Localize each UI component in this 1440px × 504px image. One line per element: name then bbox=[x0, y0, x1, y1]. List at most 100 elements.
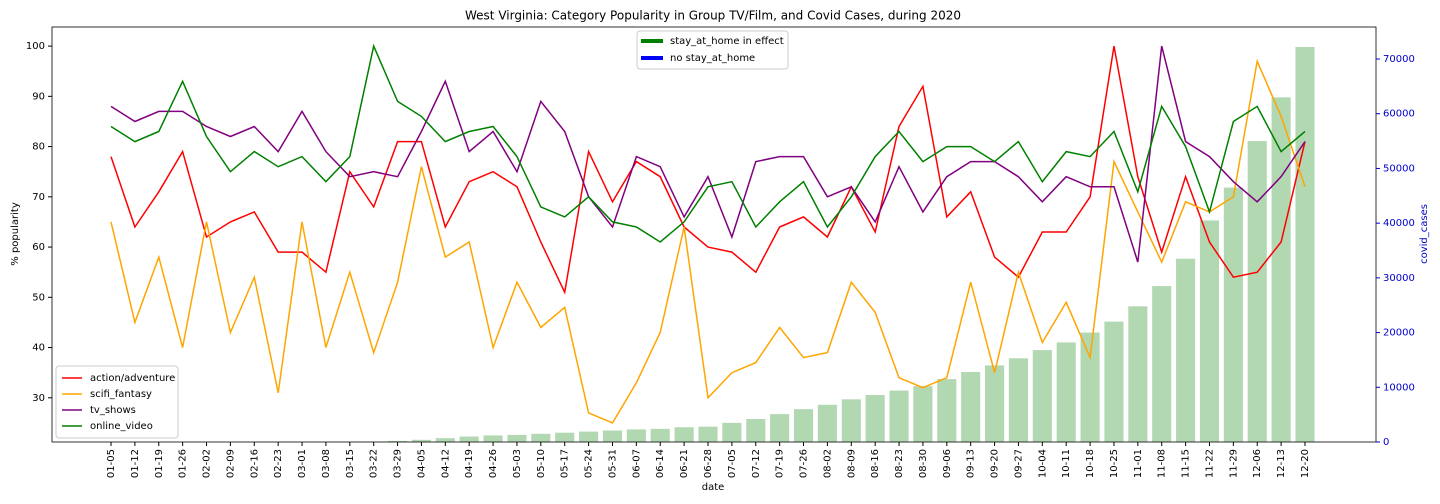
x-axis-label: date bbox=[702, 482, 725, 493]
x-tick-label: 09-20 bbox=[990, 449, 1001, 478]
x-tick-label: 07-26 bbox=[799, 449, 810, 478]
bar bbox=[1056, 342, 1076, 442]
bar bbox=[507, 434, 527, 442]
bar bbox=[1008, 358, 1028, 442]
x-tick-label: 05-24 bbox=[584, 449, 595, 478]
x-tick-label: 04-05 bbox=[416, 449, 427, 478]
x-tick-label: 08-30 bbox=[918, 449, 929, 478]
bar bbox=[1152, 286, 1172, 442]
y2-tick-label: 10000 bbox=[1383, 382, 1415, 393]
y-tick-label: 40 bbox=[32, 343, 45, 354]
bar bbox=[626, 429, 646, 442]
x-tick-label: 11-08 bbox=[1157, 449, 1168, 478]
bar bbox=[1247, 141, 1267, 442]
x-tick-label: 05-31 bbox=[607, 449, 618, 478]
phase-legend-frame bbox=[636, 30, 789, 70]
bar bbox=[1128, 306, 1148, 442]
x-tick-label: 05-17 bbox=[560, 449, 571, 478]
x-tick-label: 11-01 bbox=[1133, 449, 1144, 478]
line-series bbox=[110, 58, 1306, 424]
y2-tick-label: 0 bbox=[1383, 437, 1389, 448]
y2-tick-label: 70000 bbox=[1383, 54, 1415, 65]
bar bbox=[483, 435, 503, 442]
x-tick-label: 09-13 bbox=[966, 449, 977, 478]
legend: action/adventure scifi_fantasy tv_showsonl… bbox=[55, 365, 179, 439]
bar bbox=[531, 433, 551, 442]
x-tick-label: 01-05 bbox=[106, 449, 117, 478]
x-tick-label: 08-23 bbox=[894, 449, 905, 478]
x-tick-label: 04-19 bbox=[464, 449, 475, 478]
bar bbox=[1295, 46, 1315, 442]
x-tick-label: 03-01 bbox=[297, 449, 308, 478]
bar bbox=[961, 371, 981, 442]
y2-tick-label: 60000 bbox=[1383, 109, 1415, 120]
bar bbox=[770, 414, 790, 442]
bar bbox=[889, 390, 909, 442]
x-tick-label: 01-12 bbox=[130, 449, 141, 478]
x-tick-label: 06-14 bbox=[655, 449, 666, 478]
line-series bbox=[110, 45, 1306, 263]
y-tick-label: 30 bbox=[32, 393, 45, 404]
y2-axis-label: covid_cases bbox=[1419, 204, 1430, 264]
x-tick-label: 08-16 bbox=[870, 449, 881, 478]
bar bbox=[579, 431, 599, 442]
x-tick-label: 09-06 bbox=[942, 449, 953, 478]
line-series bbox=[110, 45, 1306, 295]
bar bbox=[722, 422, 742, 442]
bar bbox=[937, 379, 957, 442]
bar bbox=[388, 440, 408, 442]
y-tick-label: 60 bbox=[32, 242, 45, 253]
x-tick-label: 11-15 bbox=[1181, 449, 1192, 478]
phase-legend-label: stay_at_home in effect bbox=[670, 36, 784, 47]
legend-label: action/adventure bbox=[90, 373, 175, 384]
x-tick-label: 07-05 bbox=[727, 449, 738, 478]
x-tick-label: 11-22 bbox=[1204, 449, 1215, 478]
y2-tick-label: 50000 bbox=[1383, 163, 1415, 174]
y2-tick-label: 30000 bbox=[1383, 273, 1415, 284]
x-tick-label: 12-13 bbox=[1276, 449, 1287, 478]
bar bbox=[817, 404, 837, 442]
legend-label: tv_shows bbox=[90, 405, 136, 416]
x-tick-label: 10-11 bbox=[1061, 449, 1072, 478]
line-series bbox=[110, 43, 1306, 243]
x-tick-label: 02-09 bbox=[225, 449, 236, 478]
bar bbox=[1199, 220, 1220, 442]
x-tick-label: 09-27 bbox=[1013, 449, 1024, 478]
bar bbox=[1271, 97, 1291, 443]
bar bbox=[698, 426, 718, 442]
x-tick-label: 01-26 bbox=[178, 449, 189, 478]
bar bbox=[913, 386, 933, 442]
bar bbox=[435, 438, 455, 442]
x-tick-label: 12-06 bbox=[1252, 449, 1263, 478]
bar bbox=[1032, 350, 1052, 442]
x-tick-label: 07-19 bbox=[775, 449, 786, 478]
bar bbox=[650, 428, 670, 442]
x-tick-label: 11-29 bbox=[1228, 449, 1239, 478]
y-tick-label: 100 bbox=[26, 41, 45, 52]
y-axis-label: % popularity bbox=[10, 202, 21, 266]
x-tick-label: 04-26 bbox=[488, 449, 499, 478]
legend-label: online_video bbox=[90, 421, 153, 432]
y-tick-label: 90 bbox=[32, 91, 45, 102]
legend-frame bbox=[55, 365, 179, 439]
x-tick-label: 02-16 bbox=[249, 449, 260, 478]
chart-title: West Virginia: Category Popularity in Gr… bbox=[465, 9, 961, 23]
y2-tick-label: 20000 bbox=[1383, 328, 1415, 339]
bar bbox=[865, 394, 885, 442]
phase-legend-label: no stay_at_home bbox=[670, 53, 755, 64]
x-tick-label: 10-25 bbox=[1109, 449, 1120, 478]
x-tick-label: 08-09 bbox=[846, 449, 857, 478]
bar bbox=[985, 365, 1005, 442]
plot-frame bbox=[51, 26, 1377, 443]
bar bbox=[1176, 258, 1196, 442]
y-tick-label: 70 bbox=[32, 192, 45, 203]
x-tick-label: 12-20 bbox=[1300, 449, 1311, 478]
y2-tick-label: 40000 bbox=[1383, 218, 1415, 229]
phase-legend: stay_at_home in effect no stay_at_home bbox=[636, 30, 789, 70]
bar bbox=[602, 430, 623, 442]
x-tick-label: 05-03 bbox=[512, 449, 523, 478]
x-tick-label: 04-12 bbox=[440, 449, 451, 478]
x-tick-label: 03-15 bbox=[345, 449, 356, 478]
bar bbox=[1080, 332, 1100, 442]
